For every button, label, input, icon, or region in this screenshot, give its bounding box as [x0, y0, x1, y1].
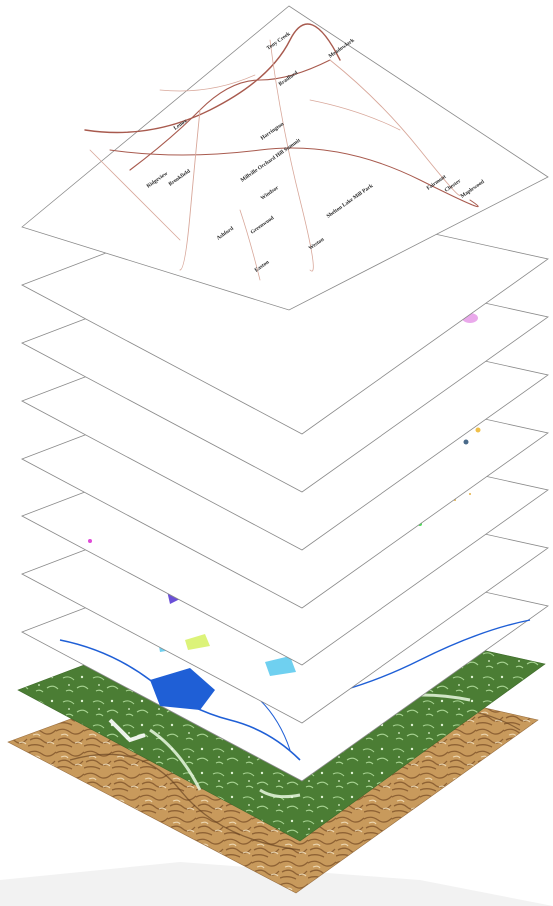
- layer-reference: Tony Creek Meadowlark Bradford Lenox Har…: [21, 5, 549, 311]
- floor-shadow: [0, 862, 553, 906]
